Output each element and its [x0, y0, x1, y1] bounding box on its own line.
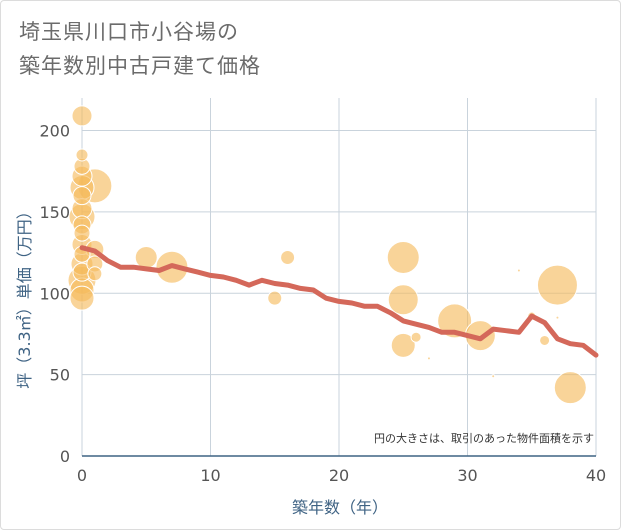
y-tick-label: 0: [60, 447, 70, 466]
x-axis-label: 築年数（年）: [292, 498, 388, 517]
bubble-point: [390, 332, 416, 358]
x-tick-label: 30: [457, 466, 477, 485]
bubble-point: [491, 374, 496, 379]
x-axis-ticks: 0 10 20 30 40: [77, 466, 606, 485]
bubble-point: [553, 371, 587, 405]
bubble-point: [426, 356, 431, 361]
chart-title-line-2: 築年数別中古戸建て価格: [19, 54, 261, 78]
trend-line: [79, 245, 599, 358]
bubble-series: [67, 105, 587, 405]
x-tick-label: 0: [77, 466, 87, 485]
y-axis-ticks: 0 50 100 150 200: [39, 122, 70, 466]
bubble-point: [387, 284, 419, 316]
bubble-size-note: 円の大きさは、取引のあった物件面積を示す: [374, 431, 594, 445]
y-tick-label: 200: [39, 122, 70, 141]
bubble-point: [516, 268, 521, 273]
bubble-point: [69, 285, 95, 311]
y-axis-label: 坪（3.3㎡）単価（万円）: [15, 203, 34, 388]
chart-title-line-1: 埼玉県川口市小谷場の: [19, 20, 239, 44]
bubble-point: [73, 224, 91, 242]
bubble-point: [386, 240, 420, 274]
bubble-point: [539, 334, 551, 346]
bubble-point: [437, 303, 473, 339]
bubble-point: [87, 266, 103, 282]
bubble-point: [75, 148, 89, 162]
bubble-point: [134, 245, 158, 269]
bubble-point: [536, 264, 578, 306]
bubble-point: [280, 249, 296, 265]
bubble-point: [410, 331, 422, 343]
y-tick-label: 100: [39, 284, 70, 303]
bubble-point: [555, 315, 560, 320]
x-tick-label: 20: [329, 466, 349, 485]
grid-lines: [81, 98, 597, 457]
bubble-point: [267, 290, 283, 306]
y-tick-label: 50: [50, 366, 70, 385]
bubble-point: [71, 105, 93, 127]
y-tick-label: 150: [39, 203, 70, 222]
x-tick-label: 40: [586, 466, 606, 485]
x-tick-label: 10: [200, 466, 220, 485]
bubble-point: [72, 186, 92, 206]
chart-title: 埼玉県川口市小谷場の 築年数別中古戸建て価格: [19, 15, 261, 83]
